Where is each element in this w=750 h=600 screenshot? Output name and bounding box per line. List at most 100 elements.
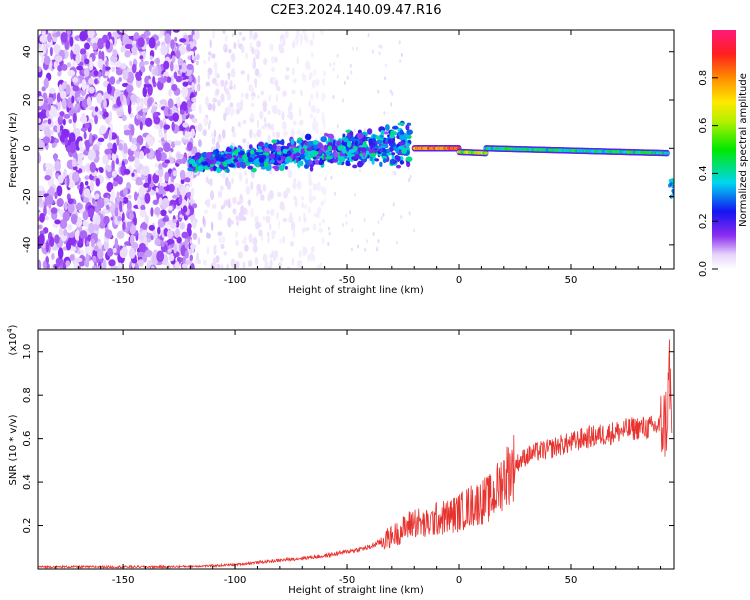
noise-blob — [189, 114, 195, 120]
noise-blob — [155, 187, 159, 193]
sparse-noise-blob — [195, 125, 198, 131]
faint-speck — [398, 40, 401, 45]
noise-blob — [94, 193, 100, 200]
sparse-noise-blob — [262, 102, 268, 109]
noise-blob — [38, 66, 42, 73]
sparse-noise-blob — [307, 206, 311, 214]
noise-blob — [130, 93, 138, 103]
noise-blob — [154, 163, 160, 168]
sparse-noise-blob — [302, 74, 307, 82]
noise-blob — [154, 238, 161, 246]
faint-speck — [389, 89, 392, 94]
y-tick-label: -20 — [22, 188, 33, 204]
sparse-noise-blob — [268, 189, 274, 200]
sparse-noise-blob — [204, 96, 209, 107]
sparse-noise-blob — [321, 78, 326, 86]
colorbar-tick-label: 0.0 — [698, 261, 709, 277]
noise-blob — [109, 76, 116, 85]
edge-artifact — [671, 188, 674, 193]
sparse-noise-blob — [242, 138, 247, 144]
noise-blob — [112, 180, 119, 187]
noise-blob — [174, 186, 178, 198]
signal-blob — [300, 160, 304, 167]
noise-blob — [80, 127, 88, 132]
sparse-noise-blob — [256, 131, 260, 137]
sparse-noise-blob — [284, 74, 290, 80]
noise-blob — [38, 106, 43, 111]
noise-blob — [52, 223, 59, 228]
sparse-noise-blob — [220, 205, 224, 210]
noise-blob — [57, 247, 64, 260]
snr-y-ticks: 0.2 0.4 0.6 0.8 1.0 — [22, 344, 674, 533]
sparse-noise-blob — [227, 217, 232, 228]
noise-blob — [106, 83, 112, 95]
noise-blob — [96, 38, 105, 50]
signal-blob — [307, 140, 314, 147]
sparse-noise-blob — [230, 68, 236, 78]
sparse-noise-blob — [289, 241, 295, 247]
noise-blob — [121, 211, 125, 223]
sparse-noise-blob — [282, 130, 288, 137]
sparse-noise-blob — [192, 86, 195, 91]
sparse-noise-blob — [206, 198, 211, 208]
noise-blob — [105, 39, 111, 50]
noise-blob — [119, 93, 124, 103]
noise-blob — [47, 97, 54, 104]
sparse-noise-blob — [246, 141, 250, 150]
sparse-noise-blob — [230, 52, 236, 63]
signal-blob — [215, 148, 219, 156]
noise-blob — [147, 173, 152, 185]
noise-blob — [38, 151, 41, 163]
noise-blob — [150, 60, 155, 65]
noise-blob — [116, 135, 120, 146]
noise-blob — [76, 65, 84, 71]
noise-blob — [147, 97, 153, 107]
noise-blob — [56, 31, 61, 37]
sparse-noise-blob — [290, 221, 296, 232]
noise-blob — [158, 197, 163, 206]
signal-blob — [397, 122, 405, 126]
signal-blob — [192, 165, 196, 172]
sparse-noise-blob — [277, 191, 282, 197]
signal-blob — [260, 162, 264, 167]
noise-blob — [102, 259, 107, 269]
noise-blob — [92, 42, 98, 51]
noise-blob — [79, 249, 85, 256]
sparse-noise-blob — [268, 94, 271, 102]
sparse-noise-blob — [198, 103, 202, 114]
noise-blob — [143, 147, 151, 154]
noise-blob — [181, 231, 189, 239]
sparse-noise-blob — [290, 129, 296, 138]
noise-blob — [71, 95, 75, 104]
sparse-noise-blob — [278, 220, 281, 230]
sparse-noise-blob — [266, 209, 270, 215]
signal-blob — [269, 153, 275, 160]
noise-blob — [89, 180, 95, 192]
noise-blob — [163, 60, 170, 70]
spectrogram-y-axis-label: Frequency (Hz) — [8, 112, 19, 188]
sparse-noise-blob — [321, 218, 326, 224]
sparse-noise-blob — [220, 185, 224, 191]
noise-blob — [191, 219, 197, 229]
signal-blob — [324, 144, 328, 151]
sparse-noise-blob — [228, 85, 233, 90]
signal-blob — [278, 140, 283, 145]
noise-blob — [128, 212, 134, 220]
sparse-noise-blob — [304, 226, 310, 232]
noise-blob — [52, 106, 58, 118]
signal-blob — [391, 154, 395, 160]
noise-blob — [66, 30, 71, 36]
sparse-noise-blob — [286, 266, 291, 269]
x-tick-label: -50 — [339, 575, 355, 586]
noise-blob — [153, 124, 161, 130]
noise-blob — [90, 238, 96, 248]
sparse-noise-blob — [247, 73, 250, 82]
noise-blob — [152, 230, 157, 239]
signal-blob — [215, 161, 220, 165]
faint-speck — [328, 231, 331, 236]
sparse-noise-blob — [216, 263, 221, 269]
noise-blob — [84, 58, 90, 65]
sparse-noise-blob — [265, 215, 271, 224]
sparse-noise-blob — [226, 263, 229, 269]
noise-blob — [38, 118, 42, 124]
